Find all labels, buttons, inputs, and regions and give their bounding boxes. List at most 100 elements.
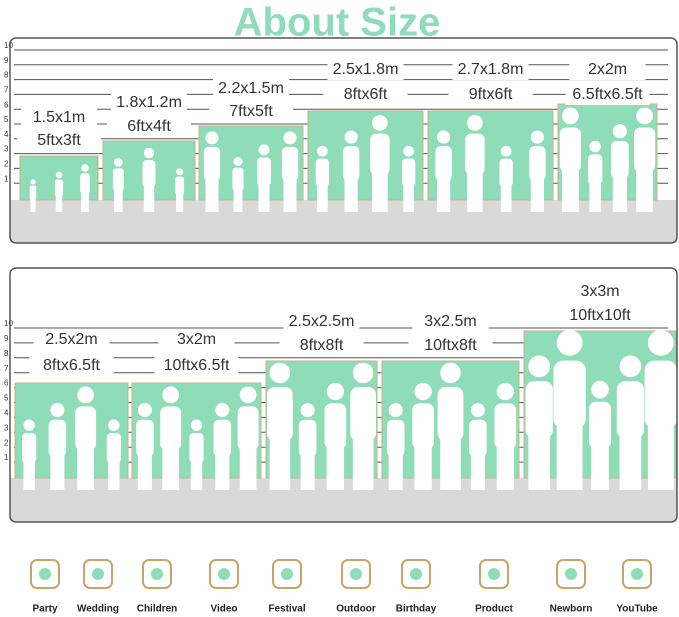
label-bg bbox=[213, 79, 289, 99]
use-label: Wedding bbox=[77, 604, 119, 615]
silhouette-legs bbox=[612, 176, 627, 212]
silhouette-head bbox=[50, 403, 65, 418]
scale-label: 10 bbox=[4, 41, 13, 50]
silhouette-body bbox=[237, 406, 259, 451]
silhouette-body bbox=[298, 419, 317, 457]
icon-accent bbox=[218, 568, 230, 580]
scale-label: 7 bbox=[4, 364, 9, 373]
scale-label: 9 bbox=[4, 56, 9, 65]
silhouette-legs bbox=[403, 185, 414, 212]
label-bg bbox=[21, 108, 97, 128]
silhouette-legs bbox=[440, 438, 461, 490]
size-imperial: 9ftx6ft bbox=[469, 86, 513, 103]
silhouette-head bbox=[414, 382, 432, 401]
silhouette-body bbox=[324, 403, 347, 449]
size-metric: 2x2m bbox=[588, 61, 627, 78]
scale-label: 7 bbox=[4, 86, 9, 95]
label-bg bbox=[17, 131, 101, 151]
use-icon: Birthday bbox=[396, 559, 437, 615]
silhouette-body bbox=[559, 127, 581, 172]
silhouette-legs bbox=[143, 186, 155, 212]
icon-accent bbox=[565, 568, 577, 580]
icon-shape bbox=[556, 559, 586, 589]
silhouette-head bbox=[190, 419, 203, 431]
scale-label: 9 bbox=[4, 334, 9, 343]
panel-border bbox=[9, 37, 678, 244]
silhouette-legs bbox=[108, 461, 120, 490]
label-bg bbox=[283, 312, 360, 332]
silhouette-legs bbox=[530, 179, 544, 212]
silhouette-head bbox=[143, 147, 155, 159]
silhouette-body bbox=[370, 133, 390, 175]
icon-shape bbox=[30, 559, 60, 589]
silhouette-legs bbox=[30, 198, 36, 212]
silhouette-legs bbox=[113, 190, 123, 212]
label-bg bbox=[209, 102, 293, 122]
silhouette-head bbox=[30, 179, 36, 185]
silhouette-body bbox=[616, 381, 644, 439]
size-metric: 3x2m bbox=[177, 331, 216, 348]
silhouette-legs bbox=[190, 461, 203, 490]
silhouette-body bbox=[189, 433, 204, 463]
title: About Size bbox=[234, 1, 441, 45]
silhouette-head bbox=[403, 145, 414, 157]
use-label: Product bbox=[475, 604, 513, 615]
silhouette-body bbox=[80, 173, 90, 194]
label-bg bbox=[452, 60, 529, 80]
silhouette-head bbox=[636, 107, 654, 125]
silhouette-body bbox=[499, 158, 513, 187]
label-bg bbox=[569, 60, 646, 80]
label-bg bbox=[33, 330, 110, 350]
label-bg bbox=[448, 85, 533, 105]
scale-label: 1 bbox=[4, 453, 9, 462]
size-metric: 2.7x1.8m bbox=[458, 61, 524, 78]
silhouette-head bbox=[556, 329, 583, 356]
silhouette-legs bbox=[81, 192, 89, 212]
size-panel: 10 9 8 7 6 5 4 3 2 1 1.5x1m 5ftx3ft 1.8x1.2m 6ftx4ft 2… bbox=[4, 37, 678, 244]
icon-shape bbox=[142, 559, 172, 589]
silhouette-body bbox=[315, 158, 330, 187]
silhouette-head bbox=[77, 386, 94, 404]
silhouette-head bbox=[300, 403, 315, 418]
silhouette-head bbox=[113, 157, 123, 167]
scale-label: 3 bbox=[4, 423, 9, 432]
silhouette-body bbox=[634, 127, 656, 172]
silhouette-head bbox=[619, 355, 642, 378]
silhouette-body bbox=[54, 179, 64, 197]
use-icon: Newborn bbox=[550, 559, 593, 615]
silhouette-legs bbox=[176, 194, 184, 212]
silhouette-body bbox=[588, 401, 612, 449]
icon-accent bbox=[631, 568, 643, 580]
size-metric: 3x2.5m bbox=[424, 313, 476, 330]
icon-accent bbox=[39, 568, 51, 580]
scale-label: 5 bbox=[4, 394, 9, 403]
silhouette-legs bbox=[215, 454, 230, 490]
silhouette-head bbox=[467, 115, 483, 131]
use-icon: Children bbox=[137, 559, 177, 615]
icon-accent bbox=[350, 568, 362, 580]
size-imperial: 10ftx8ft bbox=[424, 337, 477, 354]
icon-shape bbox=[401, 559, 431, 589]
silhouette-body bbox=[142, 160, 156, 188]
silhouette-body bbox=[412, 403, 434, 449]
size-imperial: 5ftx3ft bbox=[37, 132, 81, 149]
silhouette-body bbox=[437, 387, 464, 442]
size-metric: 2.5x2m bbox=[45, 331, 97, 348]
silhouette-body bbox=[267, 387, 293, 442]
silhouette-legs bbox=[23, 461, 35, 490]
size-imperial: 6ftx4ft bbox=[127, 118, 171, 135]
label-bg bbox=[323, 85, 408, 105]
size-imperial: 8ftx6ft bbox=[344, 86, 388, 103]
scale-label: 1 bbox=[4, 174, 9, 183]
silhouette-head bbox=[589, 140, 601, 153]
silhouette-body bbox=[469, 419, 487, 457]
silhouette-body bbox=[350, 387, 376, 442]
use-label: Newborn bbox=[550, 604, 593, 615]
silhouette-head bbox=[372, 115, 388, 131]
icon-shape bbox=[83, 559, 113, 589]
silhouette-body bbox=[610, 140, 629, 179]
silhouette-head bbox=[352, 362, 374, 384]
silhouette-head bbox=[591, 380, 609, 399]
label-bg bbox=[154, 356, 239, 376]
silhouette-legs bbox=[388, 454, 403, 490]
